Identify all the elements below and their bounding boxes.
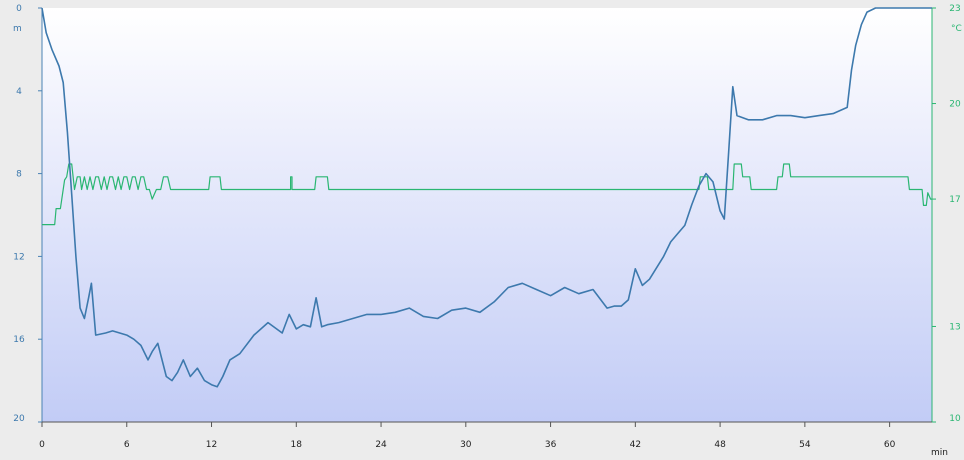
x-tick-label: 60 [884, 440, 896, 450]
x-tick-label: 18 [291, 440, 303, 450]
left-tick-label: 4 [16, 87, 22, 97]
x-tick-label: 12 [206, 440, 217, 450]
x-tick-label: 30 [460, 440, 472, 450]
left-axis-unit: m [13, 24, 22, 34]
right-tick-label: 17 [949, 195, 960, 205]
left-tick-label: 8 [16, 170, 22, 180]
x-tick-label: 24 [375, 440, 387, 450]
right-tick-label: 20 [949, 100, 961, 110]
right-tick-label: 23 [949, 4, 960, 14]
x-tick-label: 6 [124, 440, 130, 450]
x-tick-label: 48 [714, 440, 726, 450]
right-tick-label: 13 [949, 322, 960, 332]
left-tick-label: 20 [13, 414, 25, 424]
temperature-series-line [42, 163, 932, 226]
depth-series-line [41, 7, 932, 388]
x-tick-label: 42 [630, 440, 641, 450]
left-tick-label: 16 [13, 335, 25, 345]
left-tick-label: 0 [16, 4, 22, 14]
x-tick-label: 0 [39, 440, 45, 450]
right-tick-label: 10 [949, 414, 961, 424]
x-tick-label: 54 [799, 440, 811, 450]
x-tick-label: 36 [545, 440, 557, 450]
left-tick-label: 12 [13, 252, 24, 262]
series-layer [41, 7, 932, 388]
right-axis-unit: °C [951, 24, 962, 34]
plot-area [42, 8, 932, 422]
x-axis-unit: min [931, 448, 948, 458]
